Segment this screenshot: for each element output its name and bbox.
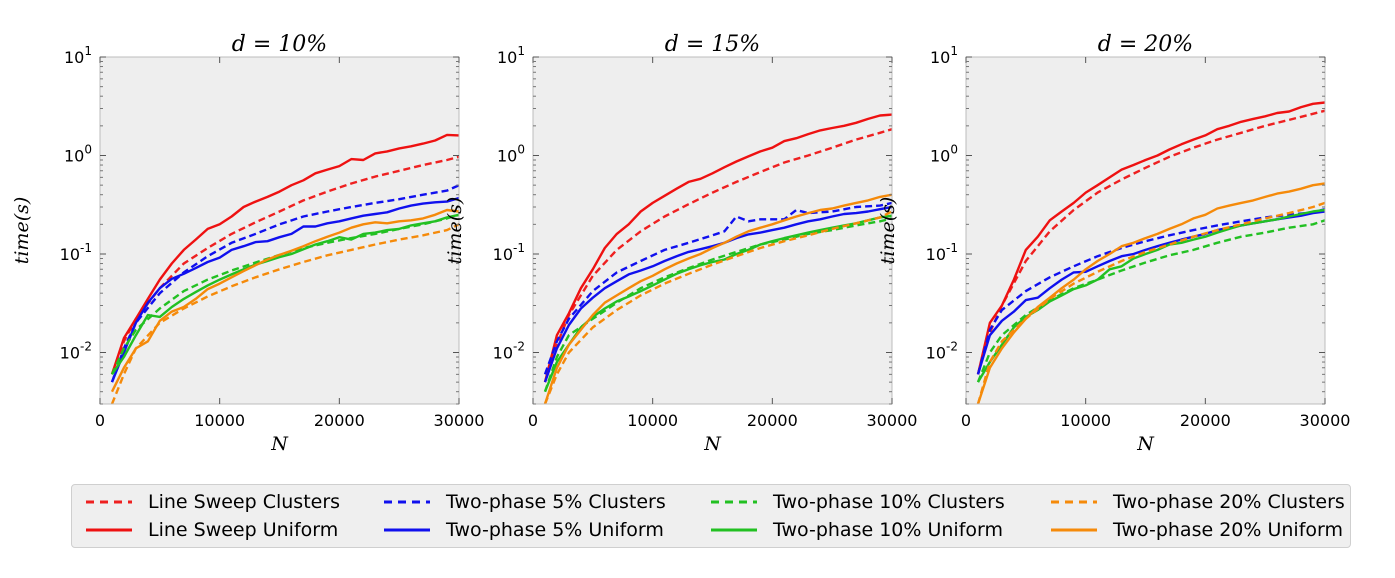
legend-swatch — [1051, 528, 1097, 532]
x-axis-label: N — [1136, 433, 1155, 455]
y-tick-label: 101 — [930, 44, 958, 67]
legend-label: Two-phase 20% Uniform — [1113, 519, 1344, 541]
chart-panel-2: 0 10000 20000 30000 101 100 10-1 10-2 d = 15% Nti… — [444, 32, 917, 455]
legend-swatch — [384, 528, 430, 532]
legend-swatch — [711, 500, 757, 504]
x-tick-label: 30000 — [434, 411, 485, 430]
chart-panel-3: 0 10000 20000 30000 101 100 10-1 10-2 d = 20% Nti… — [877, 32, 1350, 455]
y-axis-label: time(s) — [444, 197, 466, 265]
series-line-8 — [543, 193, 892, 404]
y-tick-label: 10-1 — [60, 241, 92, 264]
legend-item: Two-phase 20% Uniform — [1049, 517, 1343, 543]
series-line-1 — [543, 128, 892, 383]
series-line-8 — [976, 182, 1325, 404]
series-group — [543, 113, 892, 404]
series-line-7 — [543, 210, 892, 404]
legend-item: Two-phase 5% Uniform — [382, 517, 664, 543]
y-axis-label: time(s) — [11, 197, 33, 265]
legend-label: Two-phase 5% Uniform — [446, 519, 664, 541]
axes-frame — [532, 56, 893, 405]
legend-label: Two-phase 10% Clusters — [773, 491, 1005, 513]
y-tick-label: 10-1 — [493, 241, 525, 264]
series-line-3 — [110, 184, 459, 383]
axes-frame — [965, 56, 1326, 405]
panel-title: d = 15% — [665, 32, 760, 57]
x-axis-label: N — [703, 433, 722, 455]
plot-area — [966, 57, 1325, 404]
legend-item: Two-phase 20% Clusters — [1049, 489, 1345, 515]
x-tick-label: 10000 — [194, 411, 245, 430]
series-line-6 — [111, 213, 459, 375]
series-group — [976, 101, 1325, 404]
y-tick-label: 101 — [64, 44, 92, 67]
x-tick-label: 20000 — [747, 411, 798, 430]
series-line-1 — [976, 109, 1325, 375]
legend-item: Two-phase 5% Clusters — [382, 489, 666, 515]
legend-swatch — [1051, 500, 1097, 504]
x-tick-label: 20000 — [1180, 411, 1231, 430]
series-line-2 — [543, 113, 892, 383]
series-line-2 — [976, 101, 1325, 375]
y-tick-label: 100 — [930, 142, 958, 165]
y-tick-label: 100 — [64, 142, 92, 165]
y-tick-label: 10-1 — [926, 241, 958, 264]
legend-item: Line Sweep Clusters — [84, 489, 340, 515]
legend: Line Sweep Clusters Line Sweep Uniform Two… — [71, 484, 1351, 548]
legend-swatch — [86, 500, 132, 504]
legend-label: Line Sweep Uniform — [148, 519, 339, 541]
legend-label: Two-phase 5% Clusters — [446, 491, 666, 513]
series-line-7 — [110, 223, 459, 404]
x-tick-label: 20000 — [314, 411, 365, 430]
plot-area — [533, 57, 892, 404]
legend-item: Two-phase 10% Clusters — [709, 489, 1005, 515]
y-tick-label: 10-2 — [926, 339, 958, 362]
y-tick-label: 100 — [497, 142, 525, 165]
series-line-4 — [110, 196, 459, 383]
x-tick-label: 10000 — [627, 411, 678, 430]
y-axis-label: time(s) — [877, 197, 899, 265]
legend-label: Two-phase 10% Uniform — [773, 519, 1004, 541]
series-line-1 — [110, 155, 459, 375]
series-group — [110, 133, 459, 404]
chart-panel-1: 0 10000 20000 30000 101 100 10-1 10-2 d = 10% Nti… — [11, 32, 484, 455]
y-tick-label: 101 — [497, 44, 525, 67]
series-line-2 — [110, 133, 459, 375]
legend-swatch — [86, 528, 132, 532]
x-tick-label: 10000 — [1060, 411, 1111, 430]
x-tick-label: 0 — [961, 411, 971, 430]
x-tick-label: 30000 — [1300, 411, 1351, 430]
panel-title: d = 20% — [1098, 32, 1193, 57]
legend-swatch — [384, 500, 430, 504]
series-line-8 — [110, 208, 459, 393]
panel-title: d = 10% — [232, 32, 327, 57]
legend-label: Two-phase 20% Clusters — [1113, 491, 1345, 513]
y-tick-label: 10-2 — [493, 339, 525, 362]
legend-swatch — [711, 528, 757, 532]
series-line-3 — [976, 208, 1325, 375]
y-tick-label: 10-2 — [60, 339, 92, 362]
x-tick-label: 0 — [528, 411, 538, 430]
legend-item: Line Sweep Uniform — [84, 517, 338, 543]
x-tick-label: 0 — [95, 411, 105, 430]
series-line-5 — [976, 219, 1325, 383]
x-tick-label: 30000 — [867, 411, 918, 430]
plot-area — [100, 57, 459, 404]
legend-label: Line Sweep Clusters — [148, 491, 341, 513]
axes-frame — [99, 56, 460, 405]
series-line-3 — [543, 201, 892, 375]
legend-item: Two-phase 10% Uniform — [709, 517, 1003, 543]
x-axis-label: N — [270, 433, 289, 455]
